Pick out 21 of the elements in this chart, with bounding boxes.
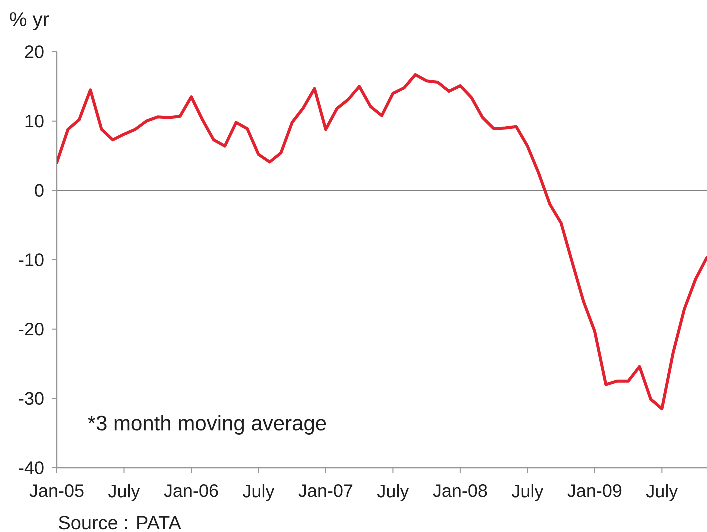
y-tick-label: -30 [19,392,44,406]
x-tick-label: Jan-06 [164,484,218,498]
x-tick-label: Jan-05 [30,484,84,498]
x-tick-label: Jan-09 [568,484,622,498]
x-tick-label: July [243,484,275,502]
x-tick-label: July [646,484,678,502]
x-tick-label: July [377,484,410,502]
line-series [57,73,707,411]
y-tick-label: -20 [19,322,44,336]
y-tick-label: -10 [19,254,44,266]
x-tick-label: July [108,484,140,502]
y-tick-label: 10 [26,114,44,128]
y-tick-label: 0 [35,184,44,198]
source-note: Source : PATA [59,516,182,530]
x-tick-label: Jan-07 [298,484,353,498]
annotation: *3 month moving average [88,415,326,435]
y-axis-title: % yr [10,12,50,30]
x-tick-label: Jan-08 [433,484,488,498]
y-tick-label: 20 [25,46,44,58]
y-tick-label: -40 [19,462,44,474]
x-tick-label: July [512,484,544,502]
